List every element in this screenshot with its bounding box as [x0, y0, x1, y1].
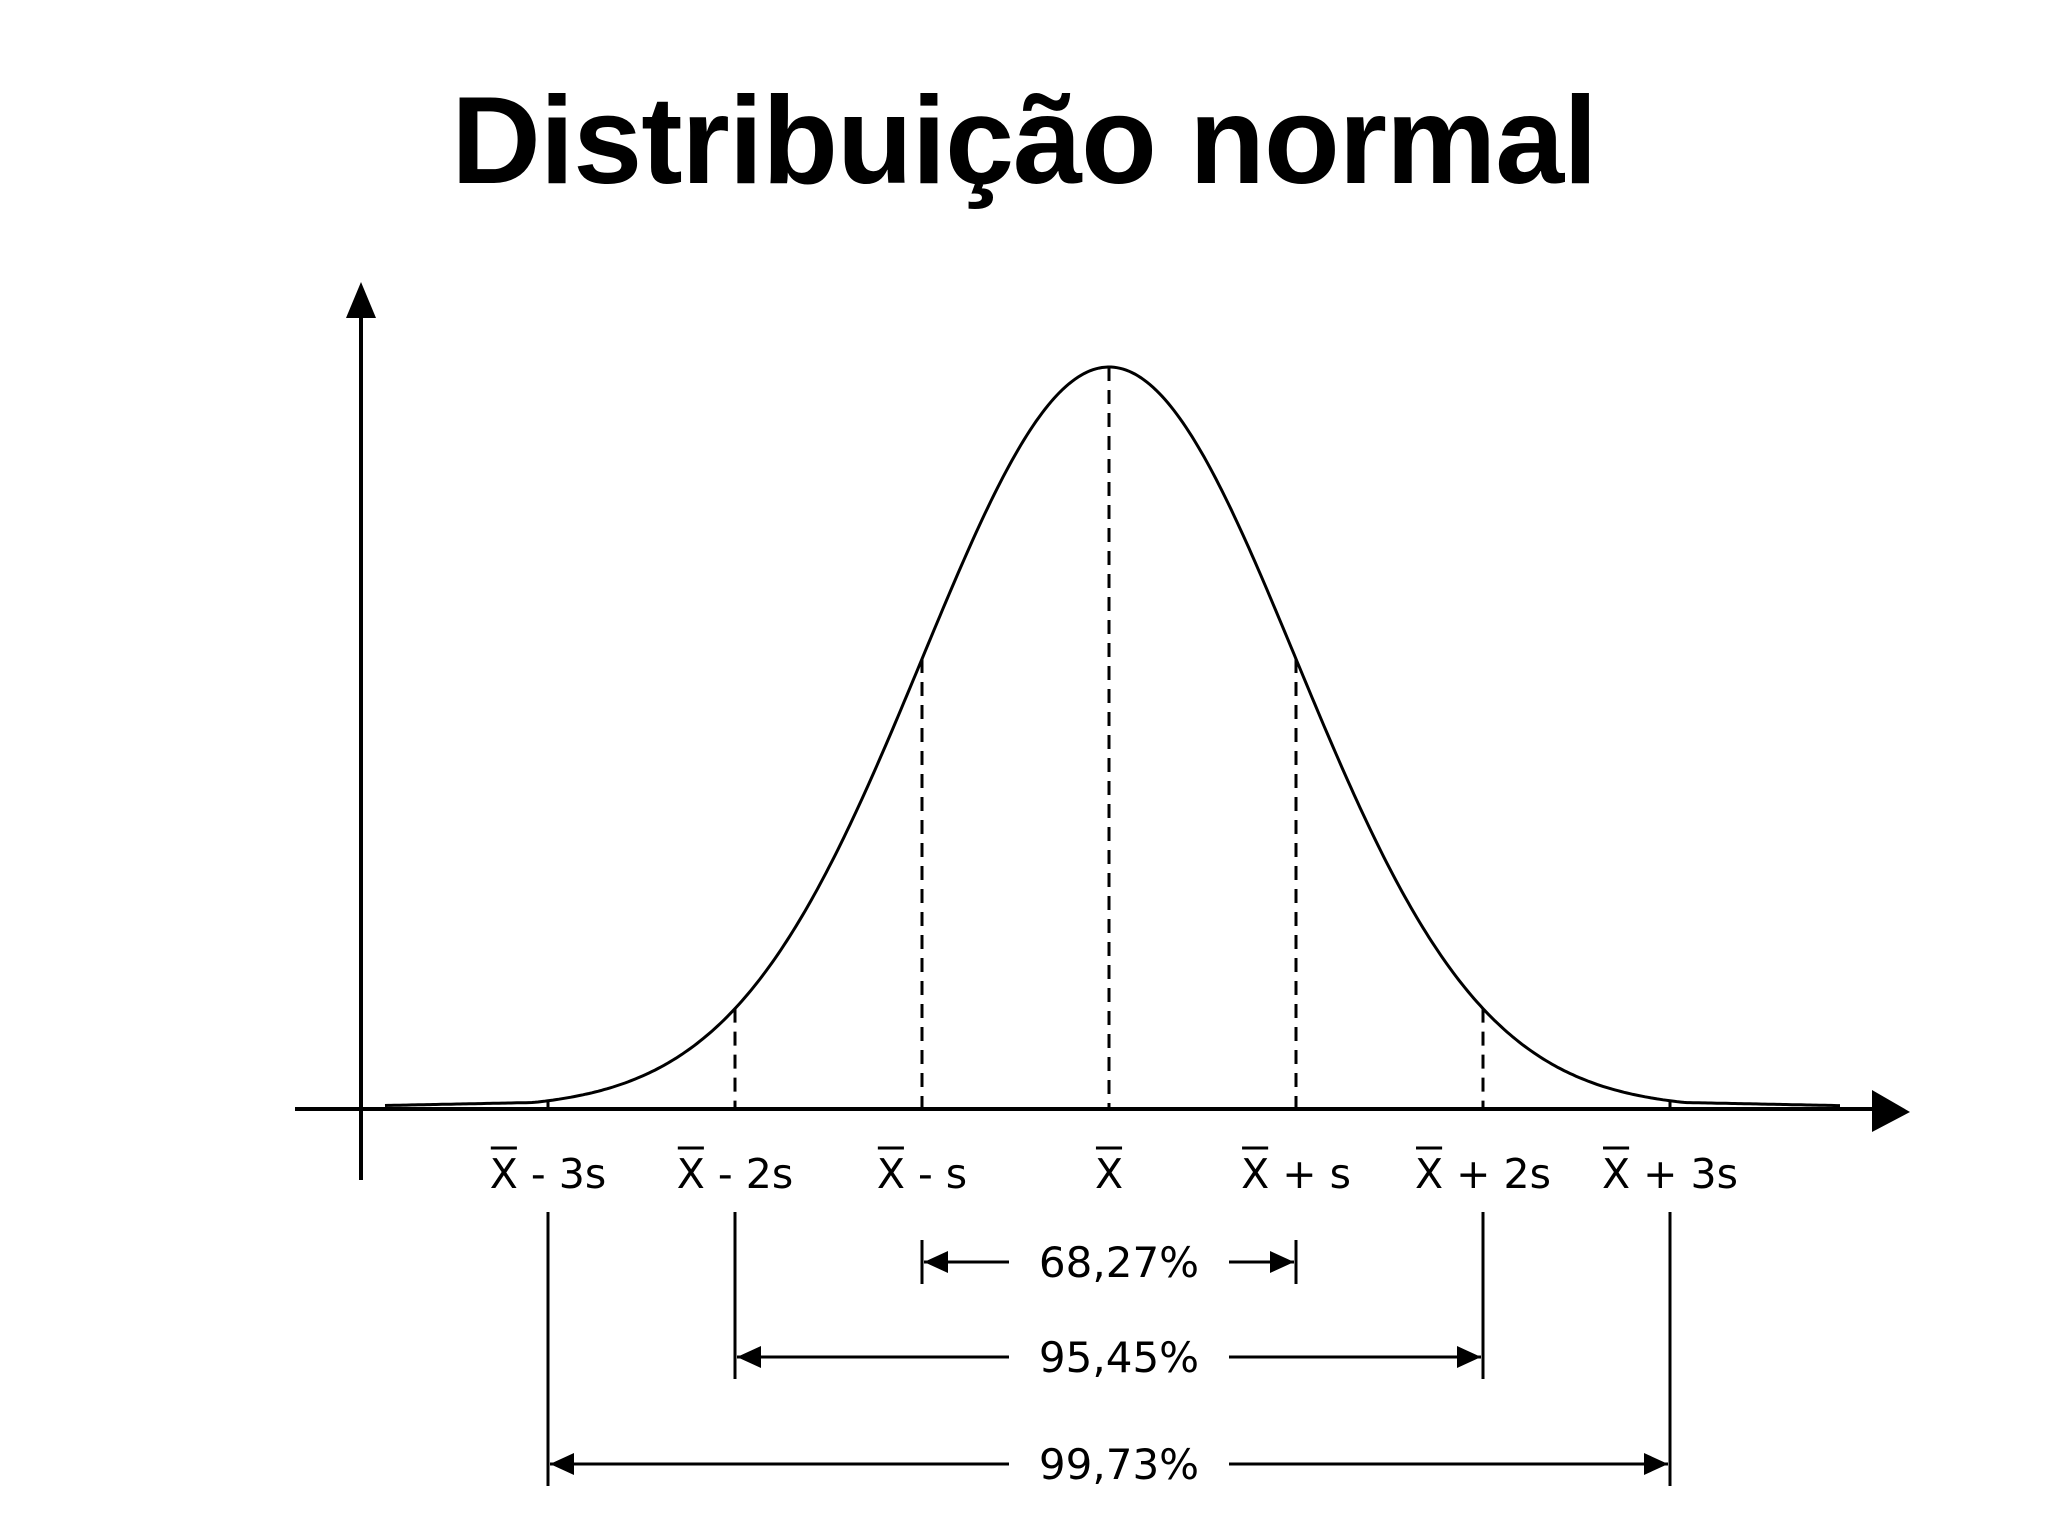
x-tick-label: X + 3s: [1602, 1150, 1738, 1198]
x-tick-suffix: - 2s: [705, 1150, 793, 1198]
svg-text:X - 3s: X - 3s: [490, 1150, 606, 1198]
x-tick-label: X - 3s: [490, 1150, 606, 1198]
x-bar-symbol: X: [877, 1150, 905, 1198]
svg-text:X + 3s: X + 3s: [1602, 1150, 1738, 1198]
page-title: Distribuição normal: [451, 72, 1597, 210]
x-tick-suffix: + 2s: [1443, 1150, 1551, 1198]
arrow-right-icon: [1644, 1453, 1668, 1475]
x-bar-symbol: X: [1602, 1150, 1630, 1198]
x-bar-symbol: X: [1095, 1150, 1123, 1198]
interval-percent-label: 68,27%: [1039, 1238, 1199, 1287]
x-tick-label: X + s: [1241, 1150, 1351, 1198]
x-bar-symbol: X: [490, 1150, 518, 1198]
svg-text:X: X: [1095, 1150, 1123, 1198]
interval-bracket: 95,45%: [733, 1212, 1485, 1382]
y-axis-arrow-icon: [346, 282, 376, 318]
x-bar-symbol: X: [677, 1150, 705, 1198]
x-tick-label: X - s: [877, 1150, 967, 1198]
interval-bracket: 68,27%: [920, 1238, 1298, 1287]
x-tick-suffix: - 3s: [518, 1150, 606, 1198]
x-tick-label: X - 2s: [677, 1150, 793, 1198]
svg-text:X - 2s: X - 2s: [677, 1150, 793, 1198]
svg-text:X + 2s: X + 2s: [1415, 1150, 1551, 1198]
interval-percent-label: 95,45%: [1039, 1333, 1199, 1382]
x-tick-suffix: + s: [1269, 1150, 1351, 1198]
x-tick-label: X: [1095, 1150, 1123, 1198]
x-tick-suffix: - s: [905, 1150, 967, 1198]
svg-text:X - s: X - s: [877, 1150, 967, 1198]
arrow-right-icon: [1270, 1251, 1294, 1273]
interval-bracket: 99,73%: [546, 1212, 1672, 1489]
arrow-right-icon: [1457, 1346, 1481, 1368]
interval-percent-label: 99,73%: [1039, 1440, 1199, 1489]
x-bar-symbol: X: [1415, 1150, 1443, 1198]
x-tick-suffix: + 3s: [1630, 1150, 1738, 1198]
arrow-left-icon: [924, 1251, 948, 1273]
svg-text:X + s: X + s: [1241, 1150, 1351, 1198]
arrow-left-icon: [737, 1346, 761, 1368]
x-axis-arrow-icon: [1872, 1090, 1910, 1132]
arrow-left-icon: [550, 1453, 574, 1475]
x-tick-label: X + 2s: [1415, 1150, 1551, 1198]
normal-curve: [384, 365, 1840, 1108]
x-bar-symbol: X: [1241, 1150, 1269, 1198]
